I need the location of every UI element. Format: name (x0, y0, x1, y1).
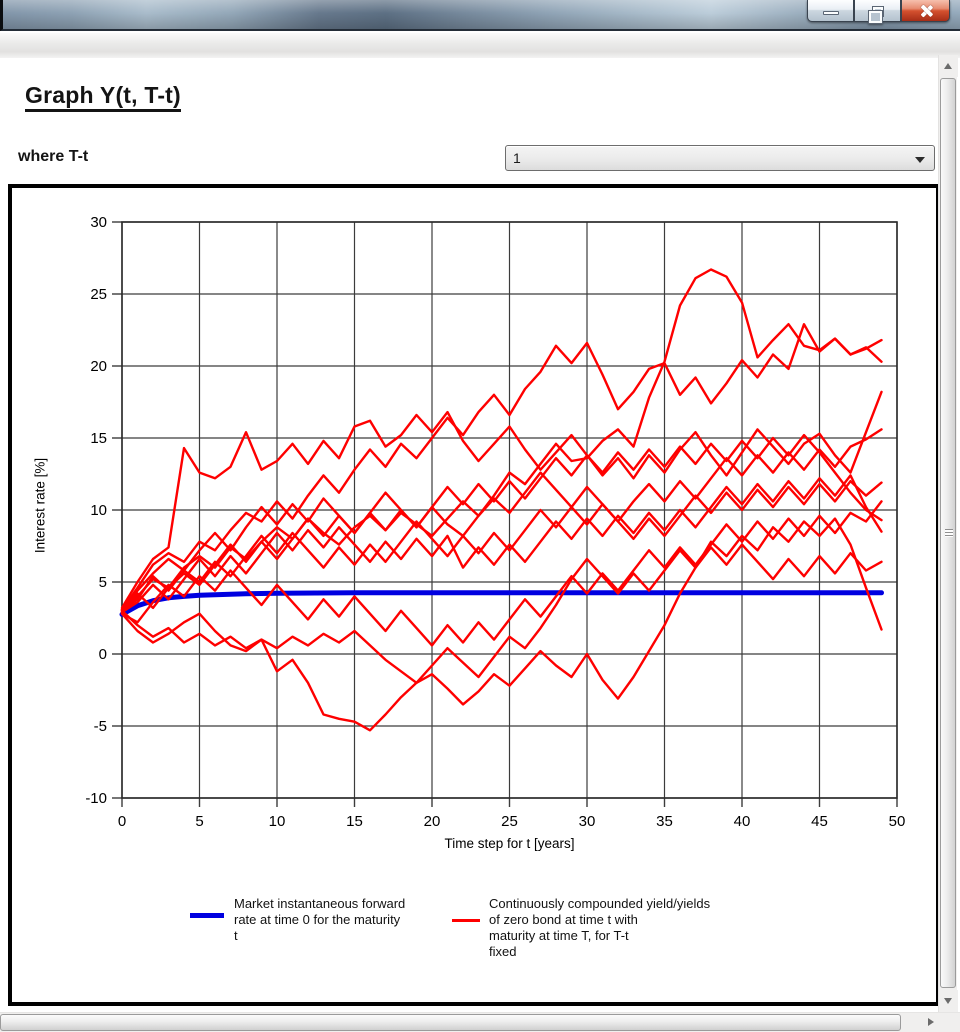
x-axis-title: Time step for t [years] (444, 836, 575, 851)
x-tick-label: 40 (734, 813, 751, 830)
y-tick-label: -5 (94, 718, 107, 735)
chevron-down-icon (915, 157, 925, 163)
close-icon (919, 4, 933, 18)
legend-item-forward-rate: Market instantaneous forward rate at tim… (190, 896, 405, 944)
red-line-swatch (452, 919, 480, 922)
minimize-button[interactable] (807, 0, 854, 22)
vertical-scroll-thumb[interactable] (940, 78, 956, 988)
legend-label-yields: Continuously compounded yield/yields of … (489, 896, 711, 959)
caption-button-group (807, 0, 950, 23)
y-tick-label: 30 (90, 214, 107, 231)
page-title: Graph Y(t, T-t) (25, 82, 181, 112)
restore-button[interactable] (854, 0, 901, 23)
series-yield-path-1 (120, 322, 883, 611)
vertical-scrollbar[interactable] (938, 55, 958, 1012)
where-label: where T-t (18, 148, 89, 165)
x-tick-label: 20 (424, 813, 441, 830)
series-yield-path-6 (120, 500, 883, 647)
y-tick-label: -10 (85, 790, 107, 807)
scroll-right-button[interactable] (918, 1013, 944, 1032)
scroll-right-icon (928, 1018, 934, 1026)
y-tick-label: 20 (90, 358, 107, 375)
scroll-down-icon (944, 998, 952, 1004)
dropdown-selected-value: 1 (513, 150, 521, 166)
chart-panel: 0 5 10 15 20 25 30 35 40 45 50 30 25 20 15 10 5 0 -5 -10 In… (8, 184, 940, 1006)
x-tick-label: 5 (195, 813, 203, 830)
content-area: Graph Y(t, T-t) where T-t 1 0 5 10 15 20 25 30… (0, 58, 940, 1012)
series-yield-path-8 (120, 474, 883, 614)
x-tick-label: 35 (656, 813, 673, 830)
x-tick-label: 30 (579, 813, 596, 830)
y-tick-label: 25 (90, 286, 107, 303)
series-yield-path-10 (120, 517, 883, 706)
y-axis-title: Interest rate [%] (32, 457, 48, 554)
window-titlebar[interactable] (0, 0, 960, 31)
maturity-dropdown[interactable]: 1 (505, 145, 935, 171)
minimize-icon (823, 11, 839, 15)
series-yield-path-4 (120, 428, 883, 614)
y-tick-label: 5 (99, 574, 107, 591)
scroll-up-icon (944, 63, 952, 69)
legend-item-yields: Continuously compounded yield/yields of … (452, 896, 710, 960)
x-tick-label: 25 (501, 813, 518, 830)
series-yield-path-5 (120, 480, 883, 612)
close-button[interactable] (901, 0, 950, 22)
horizontal-scrollbar[interactable] (0, 1012, 960, 1032)
horizontal-scroll-thumb[interactable] (0, 1014, 901, 1031)
scroll-up-button[interactable] (939, 55, 958, 77)
toolbar-strip (0, 33, 960, 58)
scroll-thumb-grip-icon (945, 529, 953, 537)
scrollbar-corner (944, 1013, 960, 1032)
series-yield-path-9 (120, 543, 883, 732)
series-market-forward-rate (119, 590, 884, 617)
series-yield-path-2 (120, 268, 883, 612)
legend-label-forward-rate: Market instantaneous forward rate at tim… (234, 896, 406, 943)
plot-border (121, 221, 898, 799)
x-tick-label: 45 (811, 813, 828, 830)
scroll-down-button[interactable] (939, 990, 958, 1012)
blue-line-swatch (190, 913, 224, 918)
x-tick-label: 15 (346, 813, 363, 830)
y-tick-label: 10 (90, 502, 107, 519)
y-tick-label: 0 (99, 646, 107, 663)
series-yield-path-7 (120, 433, 883, 611)
series-yield-path-3 (120, 390, 883, 610)
x-tick-label: 10 (269, 813, 286, 830)
y-tick-label: 15 (90, 430, 107, 447)
x-tick-label: 0 (118, 813, 126, 830)
restore-icon (869, 7, 883, 23)
x-tick-label: 50 (889, 813, 906, 830)
